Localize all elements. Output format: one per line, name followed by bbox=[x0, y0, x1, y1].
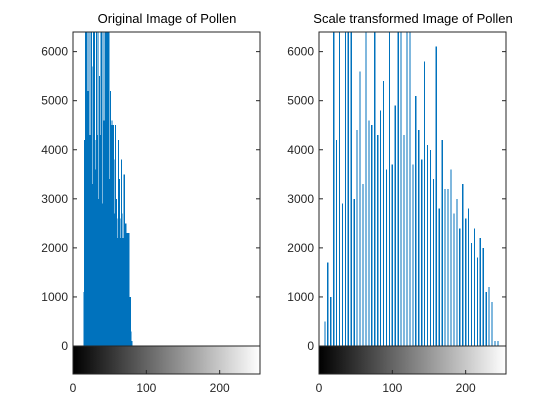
x-tick-label: 100 bbox=[382, 381, 402, 395]
x-tick-label: 200 bbox=[210, 381, 230, 395]
colorbar-ramp bbox=[318, 345, 507, 375]
y-tick-label: 3000 bbox=[287, 192, 314, 206]
y-tick-label: 5000 bbox=[41, 94, 68, 108]
bars-group bbox=[324, 32, 499, 346]
chart-title: Scale transformed Image of Pollen bbox=[313, 11, 512, 26]
y-tick-label: 2000 bbox=[41, 241, 68, 255]
bars-group bbox=[83, 32, 133, 346]
original-histogram-panel: Original Image of Pollen 010002000300040… bbox=[41, 11, 261, 395]
y-tick-label: 4000 bbox=[287, 143, 314, 157]
x-axis-ticks: 0 100 200 bbox=[70, 370, 230, 395]
x-tick-label: 0 bbox=[316, 381, 323, 395]
y-axis-ticks: 0 1000 2000 3000 4000 5000 6000 bbox=[287, 45, 506, 353]
y-tick-label: 0 bbox=[307, 339, 314, 353]
scaled-histogram-panel: Scale transformed Image of Pollen 010002… bbox=[287, 11, 512, 395]
x-tick-label: 0 bbox=[70, 381, 77, 395]
y-tick-label: 3000 bbox=[41, 192, 68, 206]
x-tick-label: 100 bbox=[136, 381, 156, 395]
colorbar bbox=[72, 345, 261, 375]
y-tick-label: 6000 bbox=[287, 45, 314, 59]
y-tick-label: 0 bbox=[61, 339, 68, 353]
colorbar bbox=[318, 345, 507, 375]
colorbar-ramp bbox=[72, 345, 261, 375]
x-axis-ticks: 0 100 200 bbox=[316, 370, 476, 395]
y-tick-label: 5000 bbox=[287, 94, 314, 108]
y-tick-label: 1000 bbox=[287, 290, 314, 304]
y-tick-label: 1000 bbox=[41, 290, 68, 304]
y-tick-label: 6000 bbox=[41, 45, 68, 59]
y-tick-label: 4000 bbox=[41, 143, 68, 157]
axes-box bbox=[318, 31, 507, 375]
axes-box bbox=[72, 31, 261, 375]
chart-title: Original Image of Pollen bbox=[98, 11, 237, 26]
y-axis-ticks: 0 1000 2000 3000 4000 5000 6000 bbox=[41, 45, 260, 353]
x-tick-label: 200 bbox=[456, 381, 476, 395]
y-tick-label: 2000 bbox=[287, 241, 314, 255]
